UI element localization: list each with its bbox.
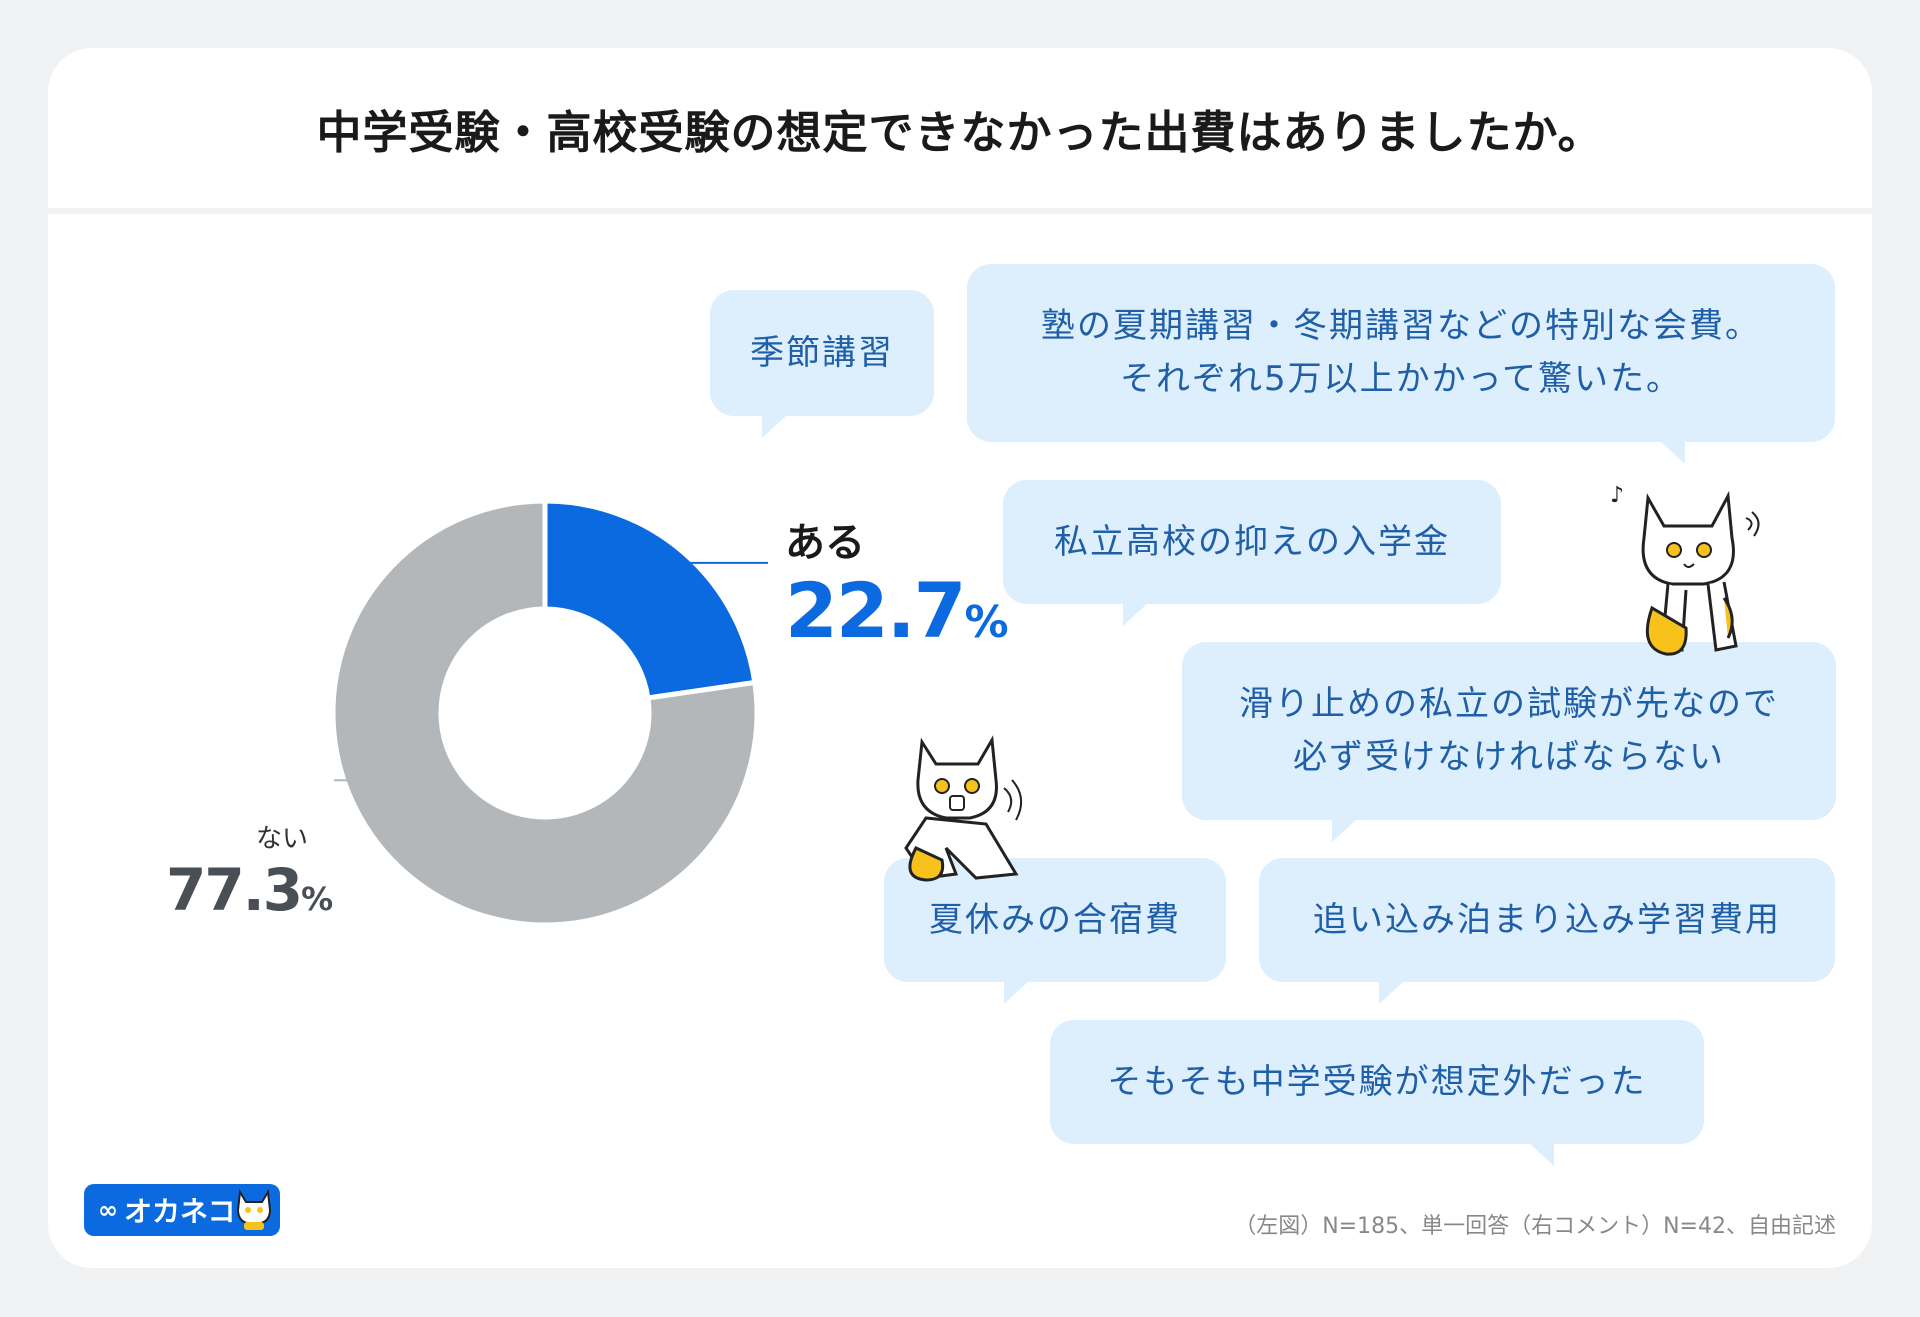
comment-text-4b: 必ず受けなければならない [1293,737,1725,777]
svg-text:♪: ♪ [1610,483,1624,508]
infographic-card: 中学受験・高校受験の想定できなかった出費はありましたか。 ある 22.7% ない… [48,48,1872,1268]
comment-bubble-5: 夏休みの合宿費 [884,858,1226,1004]
value-yes-unit: % [964,597,1009,648]
comment-bubble-2: 塾の夏期講習・冬期講習などの特別な会費。 それぞれ5万以上かかって驚いた。 [967,264,1835,464]
okaneko-logo: ∞ オカネコ [84,1184,280,1236]
infinity-icon: ∞ [98,1196,118,1224]
divider [48,208,1872,214]
comment-text-5: 夏休みの合宿費 [929,899,1181,940]
comment-text-3: 私立高校の抑えの入学金 [1054,521,1450,562]
slice-label-yes: ある [785,520,865,566]
comment-text-4a: 滑り止めの私立の試験が先なので [1239,684,1779,725]
chart-title: 中学受験・高校受験の想定できなかった出費はありましたか。 [316,105,1604,159]
comment-bubble-7: そもそも中学受験が想定外だった [1050,1020,1704,1166]
slice-label-no: ない [256,824,309,854]
cat-shocked-icon [904,735,1023,882]
value-no-number: 77.3 [166,856,303,924]
comment-text-2b: それぞれ5万以上かかって驚いた。 [1120,359,1682,399]
comment-text-1: 季節講習 [750,332,894,373]
footnote: （左図）N=185、単一回答（右コメント）N=42、自由記述 [1234,1214,1836,1239]
donut-slice-0 [542,498,758,701]
logo-cat-icon [236,1188,272,1230]
comment-text-2a: 塾の夏期講習・冬期講習などの特別な会費。 [1041,306,1761,347]
comment-bubble-1: 季節講習 [710,290,934,438]
value-no-unit: % [301,880,334,918]
donut-slice-1 [330,498,760,928]
comment-bubble-4: 滑り止めの私立の試験が先なので 必ず受けなければならない [1182,642,1836,842]
comment-text-7: そもそも中学受験が想定外だった [1107,1061,1647,1102]
comment-bubble-6: 追い込み泊まり込み学習費用 [1259,858,1835,1004]
slice-value-yes: 22.7% [785,566,1009,655]
donut-chart [330,498,768,928]
value-yes-number: 22.7 [785,566,967,655]
comment-text-6: 追い込み泊まり込み学習費用 [1313,899,1781,940]
slice-value-no: 77.3% [166,856,333,924]
comment-bubble-3: 私立高校の抑えの入学金 [1003,480,1501,626]
cat-sweating-icon: ♪ [1610,483,1760,656]
logo-text: オカネコ [124,1195,236,1228]
